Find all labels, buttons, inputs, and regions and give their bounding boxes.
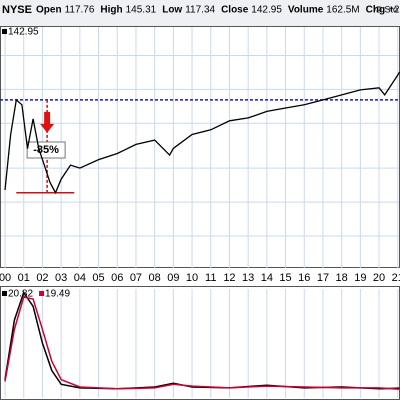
quote-value: +25.7 xyxy=(388,5,400,16)
x-tick-label: 01 xyxy=(18,272,30,284)
x-tick-label: 10 xyxy=(186,272,198,284)
series-line xyxy=(4,71,400,195)
x-tick-label: 15 xyxy=(279,272,291,284)
x-tick-label: 11 xyxy=(205,272,216,284)
legend-label: 20.82 xyxy=(8,289,33,300)
quote-label: Volume xyxy=(288,5,324,16)
quote-label: High xyxy=(100,5,122,16)
x-tick-label: 04 xyxy=(74,272,86,284)
quote-label: Close xyxy=(221,5,249,16)
x-tick-label: 00 xyxy=(0,272,11,284)
x-tick-label: 03 xyxy=(55,272,67,284)
x-tick-label: 21 xyxy=(392,272,400,284)
x-tick-label: 08 xyxy=(149,272,161,284)
x-tick-label: 14 xyxy=(261,272,273,284)
header-bar xyxy=(0,0,400,26)
annotation: -85% xyxy=(33,144,59,156)
quote-value: 145.31 xyxy=(126,5,157,16)
x-tick-label: 16 xyxy=(298,272,310,284)
quote-value: 162.5M xyxy=(326,5,359,16)
quote-value: 117.34 xyxy=(185,5,215,16)
credit: © Sto xyxy=(375,4,398,14)
drop-arrow xyxy=(40,111,55,133)
legend-swatch xyxy=(2,29,7,34)
legend-label: 142.95 xyxy=(8,27,39,38)
x-tick-label: 19 xyxy=(354,272,366,284)
x-tick-label: 06 xyxy=(111,272,123,284)
quote-label: Open xyxy=(36,5,62,16)
x-tick-label: 17 xyxy=(317,272,329,284)
x-tick-label: 13 xyxy=(242,272,254,284)
quote-value: 117.76 xyxy=(65,5,95,16)
x-tick-label: 12 xyxy=(223,272,235,284)
ticker: NYSE xyxy=(2,4,32,16)
indicator-panel xyxy=(0,286,400,400)
quote-value: 142.95 xyxy=(251,5,282,16)
x-tick-label: 09 xyxy=(167,272,179,284)
price-panel xyxy=(0,26,400,268)
legend-swatch xyxy=(2,291,7,296)
quote-label: Chg xyxy=(366,5,385,16)
x-tick-label: 02 xyxy=(36,272,48,284)
legend-swatch xyxy=(39,291,45,296)
legend-label: 19.49 xyxy=(45,289,70,300)
x-tick-label: 20 xyxy=(373,272,385,284)
x-tick-label: 07 xyxy=(130,272,142,284)
quote-label: Low xyxy=(162,5,182,16)
series-line xyxy=(4,296,400,391)
annotation-box xyxy=(26,141,66,159)
x-tick-label: 18 xyxy=(336,272,348,284)
x-tick-label: 05 xyxy=(92,272,104,284)
